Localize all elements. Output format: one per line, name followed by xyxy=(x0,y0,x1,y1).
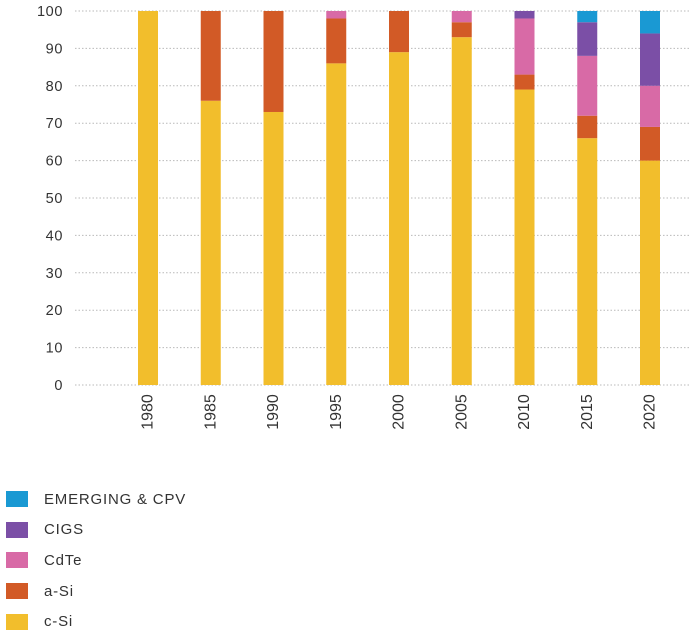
y-tick-label: 30 xyxy=(46,266,63,282)
legend-swatch xyxy=(6,613,28,630)
legend-label: a-Si xyxy=(44,582,74,600)
bar-segment-a-si-1990 xyxy=(263,11,284,112)
y-tick-label: 20 xyxy=(46,303,63,319)
bar-segment-c-si-1980 xyxy=(138,11,158,385)
bar-segment-c-si-1985 xyxy=(200,100,221,385)
bar-segment-c-si-2015 xyxy=(577,138,598,385)
x-tick-label: 1995 xyxy=(328,394,345,430)
bar-segment-emerging-cpv-2015 xyxy=(577,11,598,23)
legend-item: CdTe xyxy=(6,545,406,576)
legend-label: EMERGING & CPV xyxy=(44,490,187,508)
bar-segment-cigs-2015 xyxy=(577,22,598,56)
x-tick-label: 2020 xyxy=(642,394,659,430)
gridlines xyxy=(75,10,690,386)
bar-segment-cigs-2020 xyxy=(640,33,660,86)
bar-segment-a-si-2000 xyxy=(389,11,409,53)
bar-segment-emerging-cpv-2020 xyxy=(640,11,660,34)
bar-segment-c-si-1995 xyxy=(326,63,347,386)
legend-swatch xyxy=(6,521,28,538)
y-tick-label: 90 xyxy=(46,41,63,57)
y-tick-label: 70 xyxy=(46,116,63,132)
y-tick-label: 80 xyxy=(46,79,63,95)
legend-item: CIGS xyxy=(6,515,406,546)
legend-item: a-Si xyxy=(6,576,406,607)
legend-label: CIGS xyxy=(44,521,84,539)
legend-label: CdTe xyxy=(44,551,83,569)
legend-label: c-Si xyxy=(44,613,74,631)
bar-segment-cdte-2020 xyxy=(640,85,660,127)
x-tick-label: 2015 xyxy=(579,394,596,430)
bar-segment-a-si-2010 xyxy=(514,74,535,90)
legend: EMERGING & CPV CIGS CdTe a-Si c-Si xyxy=(6,484,406,637)
bar-segment-c-si-2000 xyxy=(389,52,409,385)
bar-segment-c-si-1990 xyxy=(263,111,284,385)
y-tick-label: 60 xyxy=(46,154,63,170)
y-tick-label: 100 xyxy=(37,4,63,20)
y-tick-label: 40 xyxy=(46,228,63,244)
x-tick-label: 2005 xyxy=(453,394,470,430)
x-axis-tick-labels: 1980 1985 1990 1995 2000 2005 2010 2015 2020 xyxy=(140,394,659,430)
y-tick-label: 0 xyxy=(54,378,63,394)
bar-segment-cdte-1995 xyxy=(326,11,347,19)
y-axis-tick-labels: 0 10 20 30 40 50 60 70 80 90 100 xyxy=(37,4,63,394)
bar-segment-a-si-1985 xyxy=(200,11,221,101)
bar-segment-a-si-2020 xyxy=(640,126,660,161)
legend-swatch xyxy=(6,583,28,600)
bar-segment-cdte-2005 xyxy=(451,11,472,23)
legend-item: EMERGING & CPV xyxy=(6,484,406,515)
bars xyxy=(138,11,660,386)
bar-segment-cdte-2015 xyxy=(577,55,598,116)
bar-segment-cdte-2010 xyxy=(514,18,535,75)
x-tick-label: 2000 xyxy=(391,394,408,430)
y-tick-label: 10 xyxy=(46,341,63,357)
bar-segment-a-si-2005 xyxy=(451,22,472,38)
bar-segment-c-si-2020 xyxy=(640,160,660,385)
legend-swatch xyxy=(6,552,28,569)
bar-segment-a-si-2015 xyxy=(577,115,598,139)
bar-segment-c-si-2005 xyxy=(451,37,472,386)
bar-segment-a-si-1995 xyxy=(326,18,347,64)
x-tick-label: 1990 xyxy=(265,394,282,430)
legend-item: c-Si xyxy=(6,606,406,637)
x-tick-label: 2010 xyxy=(516,394,533,430)
bar-segment-cigs-2010 xyxy=(514,11,535,19)
x-tick-label: 1985 xyxy=(202,394,219,430)
stacked-bar-chart: 0 10 20 30 40 50 60 70 80 90 100 1980 1985 1990 1995 2… xyxy=(37,4,690,430)
x-tick-label: 1980 xyxy=(140,394,157,430)
bar-segment-c-si-2010 xyxy=(514,89,535,385)
legend-swatch xyxy=(6,491,28,508)
y-tick-label: 50 xyxy=(46,191,63,207)
